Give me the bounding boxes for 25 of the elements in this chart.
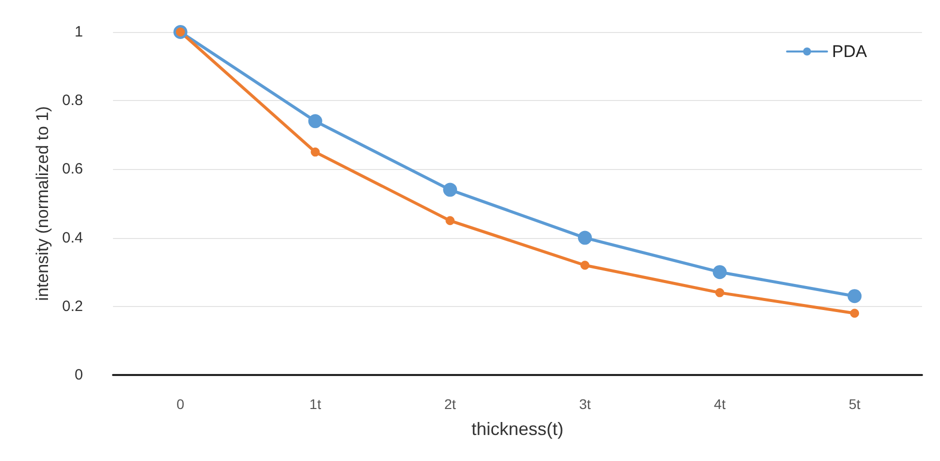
- point: [443, 182, 458, 197]
- x-tick-label: 3t: [579, 396, 591, 412]
- y-axis-title: intensity (normalized to 1): [33, 106, 52, 301]
- y-tick-label: 1: [74, 24, 83, 40]
- point: [578, 230, 592, 245]
- point: [715, 288, 724, 298]
- x-tick-label: 0: [176, 396, 185, 412]
- point: [850, 308, 860, 318]
- legend-label: PDA: [832, 42, 868, 61]
- point: [308, 114, 322, 128]
- x-tick-label: 5t: [848, 396, 861, 412]
- x-tick-label: 4t: [714, 396, 726, 412]
- y-tick-label: 0.4: [62, 229, 83, 246]
- y-tick-label: 0.2: [62, 298, 83, 315]
- x-axis-title: thickness(t): [471, 419, 564, 439]
- point: [580, 260, 590, 270]
- y-tick-label: 0.6: [62, 160, 83, 178]
- point: [848, 289, 862, 304]
- point: [310, 148, 320, 157]
- x-tick-label: 1t: [309, 396, 322, 412]
- y-tick-label: 0: [74, 366, 83, 384]
- y-tick-label: 0.8: [62, 92, 83, 110]
- x-tick-label: 2t: [444, 396, 456, 412]
- point: [446, 216, 455, 226]
- point: [712, 265, 727, 280]
